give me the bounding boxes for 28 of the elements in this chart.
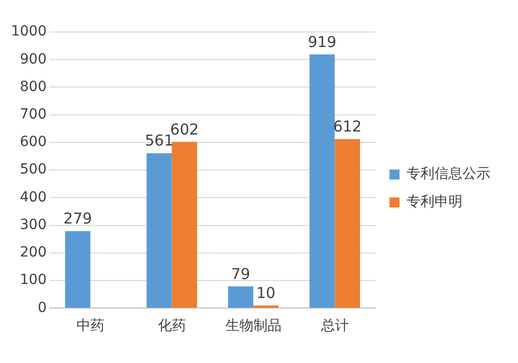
legend-label: 专利信息公示 (406, 166, 490, 182)
data-label: 279 (63, 210, 92, 228)
y-tick-label: 300 (20, 216, 47, 233)
y-tick-label: 800 (20, 78, 47, 95)
bar (334, 139, 360, 308)
y-tick-label: 400 (20, 189, 47, 206)
legend-label: 专利申明 (406, 194, 462, 210)
y-tick-label: 500 (20, 162, 47, 178)
data-label: 602 (170, 120, 199, 138)
bar (65, 231, 90, 308)
y-tick-label: 600 (20, 134, 47, 150)
y-tick-label: 700 (20, 106, 47, 122)
bar (228, 286, 254, 308)
bar (310, 54, 335, 308)
y-tick-label: 1000 (10, 24, 47, 40)
bar (172, 142, 198, 308)
data-label: 919 (308, 32, 336, 51)
x-tick-label: 中药 (76, 318, 104, 334)
y-tick-label: 100 (20, 272, 47, 288)
x-tick-label: 化药 (158, 318, 186, 334)
y-tick-label: 200 (20, 244, 47, 261)
bar (146, 153, 172, 308)
x-tick-label: 生物制品 (225, 318, 282, 334)
data-label: 10 (256, 284, 276, 302)
y-tick-label: 900 (20, 51, 47, 68)
data-label: 79 (231, 264, 250, 283)
y-tick-label: 0 (38, 300, 47, 316)
x-tick-label: 总计 (320, 318, 349, 334)
